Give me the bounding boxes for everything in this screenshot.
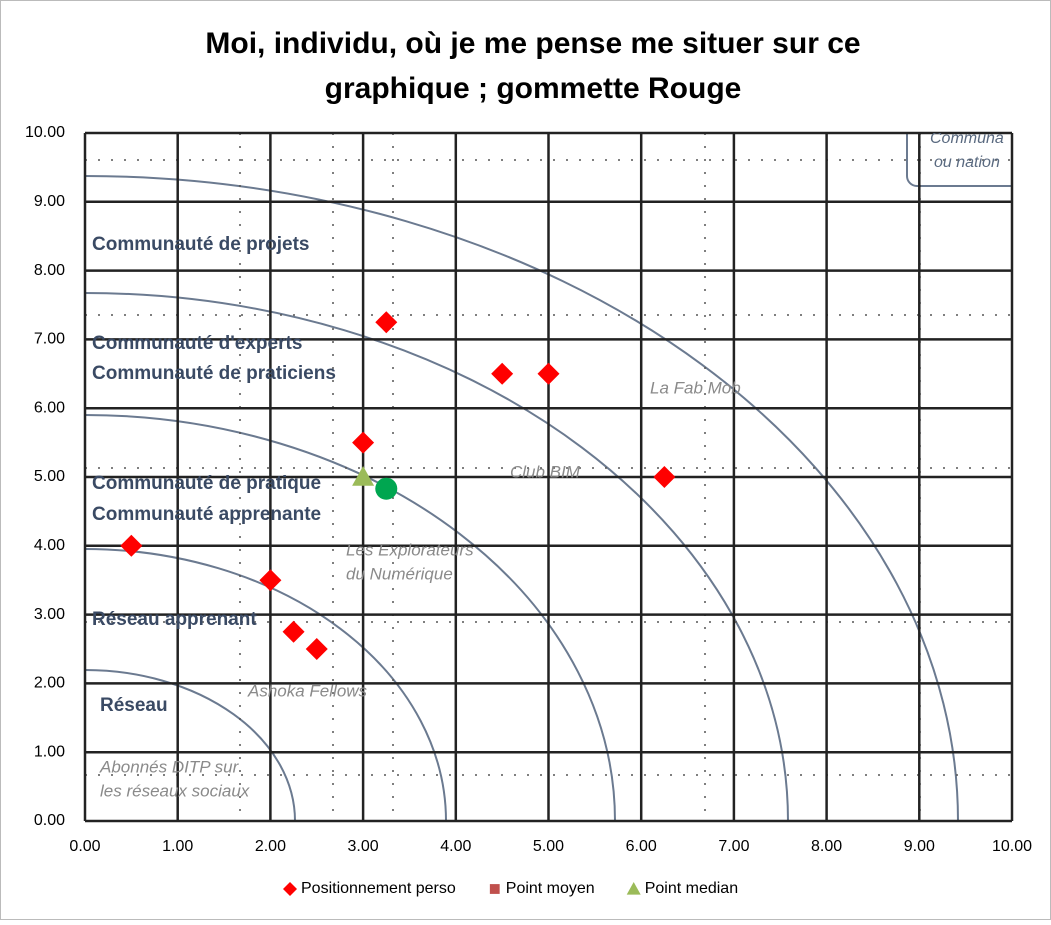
y-tick-label: 1.00 [34,743,65,760]
zone-labels: Communauté de projets Communauté d'expert… [92,130,1004,800]
example-label: du Numérique [346,564,453,583]
marker-diamond [653,466,676,488]
x-tick-label: 7.00 [718,838,749,855]
zone-arcs [85,133,1012,821]
x-tick-label: 9.00 [904,838,935,855]
chart-title: graphique ; gommette Rouge [325,72,742,105]
y-tick-label: 10.00 [25,124,65,141]
example-label: Club BIM [510,462,581,481]
marker-diamond [120,534,143,557]
y-tick-label: 4.00 [34,537,65,554]
marker-triangle [352,466,375,486]
zone-label: Réseau apprenant [92,609,257,630]
zone-arc [85,669,296,821]
y-tick-label: 2.00 [34,675,65,692]
zone-label: Communauté de projets [92,234,309,255]
marker-diamond [282,620,305,643]
corner-box-label: ou nation [934,154,1000,171]
marker-circle [375,477,398,500]
zone-label: Communauté d'experts [92,333,302,354]
zone-arc [85,414,616,821]
corner-box-label: Communa [930,130,1004,147]
example-label: les réseaux sociaux [100,781,250,800]
y-tick-label: 5.00 [34,468,65,485]
zone-arc [85,292,789,821]
x-tick-label: 0.00 [69,838,100,855]
marker-diamond [375,311,398,334]
corner-box [906,133,1012,187]
legend-label: Positionnement perso [301,880,456,897]
x-tick-label: 10.00 [992,838,1032,855]
zone-arc [85,548,447,821]
y-tick-label: 7.00 [34,331,65,348]
chart-title: Moi, individu, où je me pense me situer … [205,27,860,60]
x-tick-label: 6.00 [626,838,657,855]
zone-label: Communauté apprenante [92,504,321,525]
marker-diamond [537,362,560,385]
zone-label: Réseau [100,695,168,716]
grid: 0.00 1.00 2.00 3.00 4.00 5.00 6.00 7.00 8.00 9.00… [25,124,1032,855]
zone-label: Communauté de praticiens [92,363,336,384]
y-tick-label: 0.00 [34,812,65,829]
marker-diamond [305,638,328,660]
marker-square [489,884,500,894]
marker-triangle [626,882,641,895]
zone-label: Communauté de pratique [92,473,321,494]
example-label: Ashoka Fellows [247,681,368,700]
x-tick-label: 4.00 [440,838,471,855]
legend-label: Point moyen [506,880,595,897]
example-label: La Fab Mob [650,378,741,397]
marker-diamond [283,882,297,896]
example-label: Les Explorateurs [346,540,474,559]
zone-arc [85,175,959,821]
marker-diamond [352,431,375,454]
example-label: Abonnés DITP sur [99,757,240,776]
y-tick-label: 8.00 [34,262,65,279]
legend: Positionnement perso Point moyen Point med… [283,880,738,897]
y-tick-label: 3.00 [34,606,65,623]
x-tick-label: 3.00 [348,838,379,855]
x-tick-label: 5.00 [533,838,564,855]
marker-diamond [259,569,282,592]
y-tick-label: 9.00 [34,193,65,210]
marker-diamond [491,362,514,385]
marks [120,311,676,660]
x-tick-label: 8.00 [811,838,842,855]
legend-label: Point median [645,880,738,897]
x-tick-label: 2.00 [255,838,286,855]
x-tick-label: 1.00 [162,838,193,855]
y-tick-label: 6.00 [34,399,65,416]
